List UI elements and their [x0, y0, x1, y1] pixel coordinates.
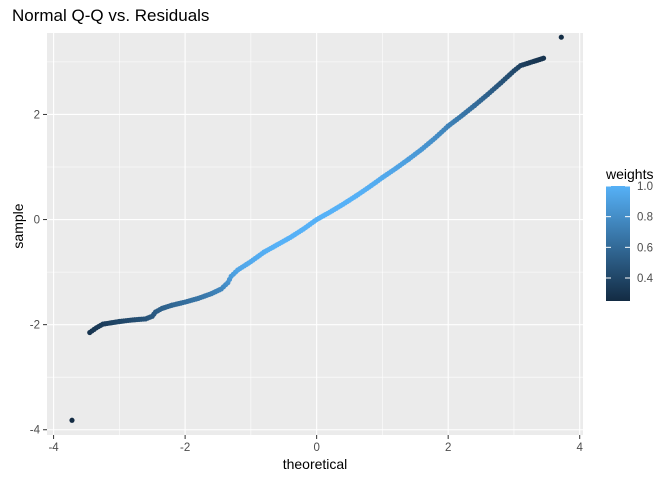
x-tick-label: 2: [445, 442, 451, 454]
legend-tick-label: 1.0: [637, 181, 653, 193]
y-tick-label: -2: [30, 320, 40, 332]
legend-title: weights: [606, 166, 654, 182]
minor-gridlines: [47, 33, 583, 435]
x-tick-label: -4: [48, 442, 59, 454]
x-tick-label: 0: [313, 442, 319, 454]
y-tick-label: 2: [34, 109, 40, 121]
x-axis-label: theoretical: [282, 456, 348, 472]
color-legend: 0.4 0.6 0.8 1.0: [606, 181, 654, 301]
x-axis: -4 -2 0 2 4: [48, 435, 584, 454]
major-gridlines: [47, 33, 583, 435]
data-point: [69, 417, 75, 423]
chart-title: Normal Q-Q vs. Residuals: [12, 6, 210, 25]
y-axis: -4 -2 0 2: [30, 109, 47, 437]
data-points: [69, 34, 564, 423]
y-axis-label: sample: [10, 203, 26, 249]
legend-tick-label: 0.4: [637, 273, 654, 285]
y-tick-label: 0: [34, 215, 40, 227]
x-tick-label: -2: [180, 442, 190, 454]
legend-colorbar: [606, 186, 630, 301]
data-point: [540, 55, 547, 61]
legend-tick-label: 0.8: [637, 212, 653, 224]
x-tick-label: 4: [577, 442, 584, 454]
plot-panel: [47, 33, 583, 435]
y-tick-label: -4: [30, 425, 41, 437]
data-point: [558, 34, 564, 40]
legend-tick-label: 0.6: [637, 242, 653, 254]
